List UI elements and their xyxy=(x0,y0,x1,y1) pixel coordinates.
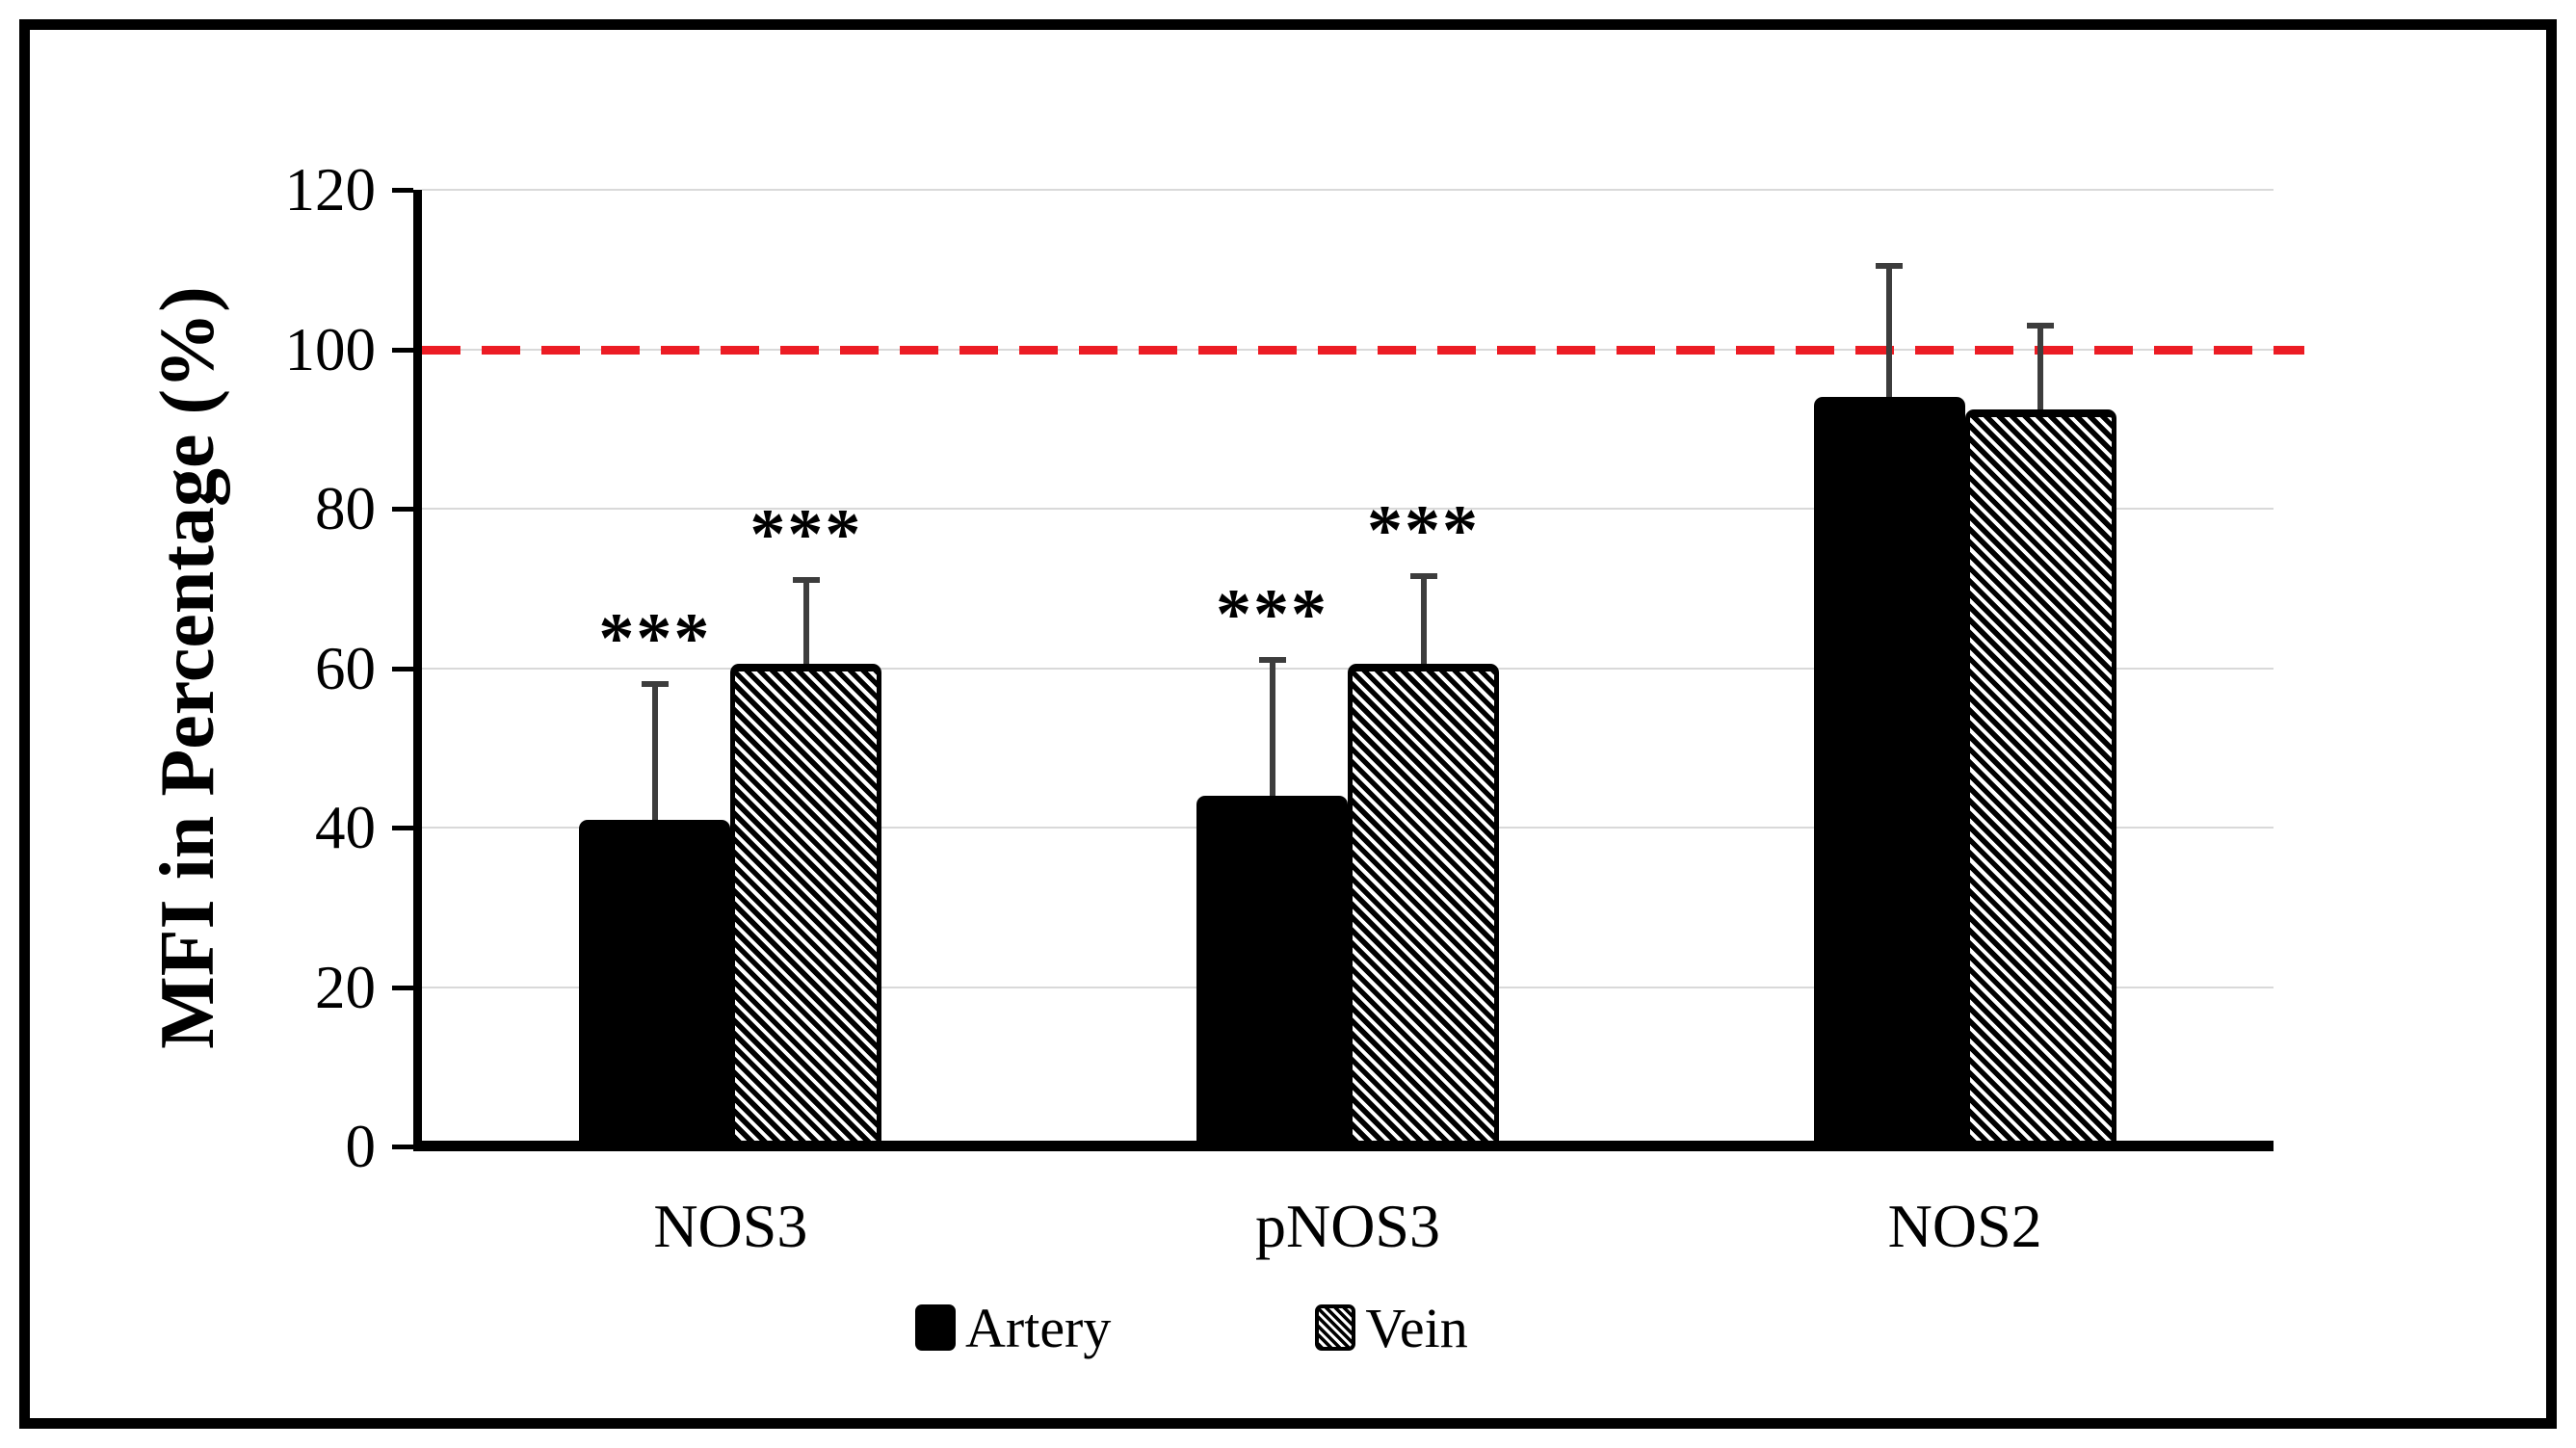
category-label-nos2: NOS2 xyxy=(1887,1192,2042,1260)
error-bar-artery-nos2 xyxy=(1886,265,1893,398)
y-tick-label-0: 0 xyxy=(345,1113,377,1180)
significance-artery-pnos3: *** xyxy=(1216,575,1328,655)
y-tick-100 xyxy=(392,347,413,353)
error-cap-artery-nos2 xyxy=(1876,262,1904,269)
legend-label-vein: Vein xyxy=(1365,1296,1468,1359)
legend-swatch-vein xyxy=(1315,1304,1356,1351)
significance-artery-nos3: *** xyxy=(598,599,712,679)
y-tick-label-120: 120 xyxy=(284,156,377,224)
error-cap-artery-pnos3 xyxy=(1258,657,1286,664)
gridline-80 xyxy=(422,508,2274,510)
bar-vein-nos3 xyxy=(730,664,882,1146)
bar-artery-pnos3 xyxy=(1196,795,1348,1146)
legend-item-vein: Vein xyxy=(1315,1296,1468,1360)
y-tick-60 xyxy=(392,666,413,671)
y-tick-0 xyxy=(392,1145,413,1149)
error-bar-vein-nos3 xyxy=(802,580,809,665)
category-label-nos3: NOS3 xyxy=(653,1192,808,1260)
y-tick-20 xyxy=(392,985,413,990)
y-tick-label-60: 60 xyxy=(315,634,376,702)
significance-vein-pnos3: *** xyxy=(1367,491,1480,571)
gridline-120 xyxy=(422,189,2274,191)
bar-vein-pnos3 xyxy=(1348,664,1499,1146)
y-axis-line xyxy=(413,190,422,1151)
y-tick-label-40: 40 xyxy=(315,794,376,861)
error-bar-artery-nos3 xyxy=(651,684,658,820)
legend-label-artery: Artery xyxy=(965,1296,1112,1359)
legend-swatch-artery xyxy=(915,1304,956,1351)
error-cap-artery-nos3 xyxy=(641,681,669,688)
category-label-pnos3: pNOS3 xyxy=(1254,1192,1441,1260)
error-cap-vein-pnos3 xyxy=(1409,573,1437,580)
y-tick-80 xyxy=(392,507,413,512)
y-tick-label-100: 100 xyxy=(284,315,377,383)
error-bar-vein-pnos3 xyxy=(1420,576,1427,665)
bar-artery-nos2 xyxy=(1813,397,1965,1146)
legend: Artery Vein xyxy=(915,1287,1468,1368)
bar-vein-nos2 xyxy=(1964,408,2116,1146)
error-bar-vein-nos2 xyxy=(2037,325,2044,409)
figure-border xyxy=(19,19,2557,1429)
y-tick-label-20: 20 xyxy=(315,953,376,1021)
reference-line-100 xyxy=(422,345,2304,355)
significance-vein-nos3: *** xyxy=(749,495,863,575)
x-axis-line xyxy=(413,1141,2274,1151)
y-tick-label-80: 80 xyxy=(315,475,376,542)
y-tick-120 xyxy=(392,188,413,193)
error-bar-artery-pnos3 xyxy=(1269,660,1275,796)
bar-artery-nos3 xyxy=(579,819,731,1146)
legend-item-artery: Artery xyxy=(915,1296,1111,1360)
y-tick-40 xyxy=(392,826,413,830)
error-cap-vein-nos2 xyxy=(2027,322,2055,329)
error-cap-vein-nos3 xyxy=(792,577,820,584)
